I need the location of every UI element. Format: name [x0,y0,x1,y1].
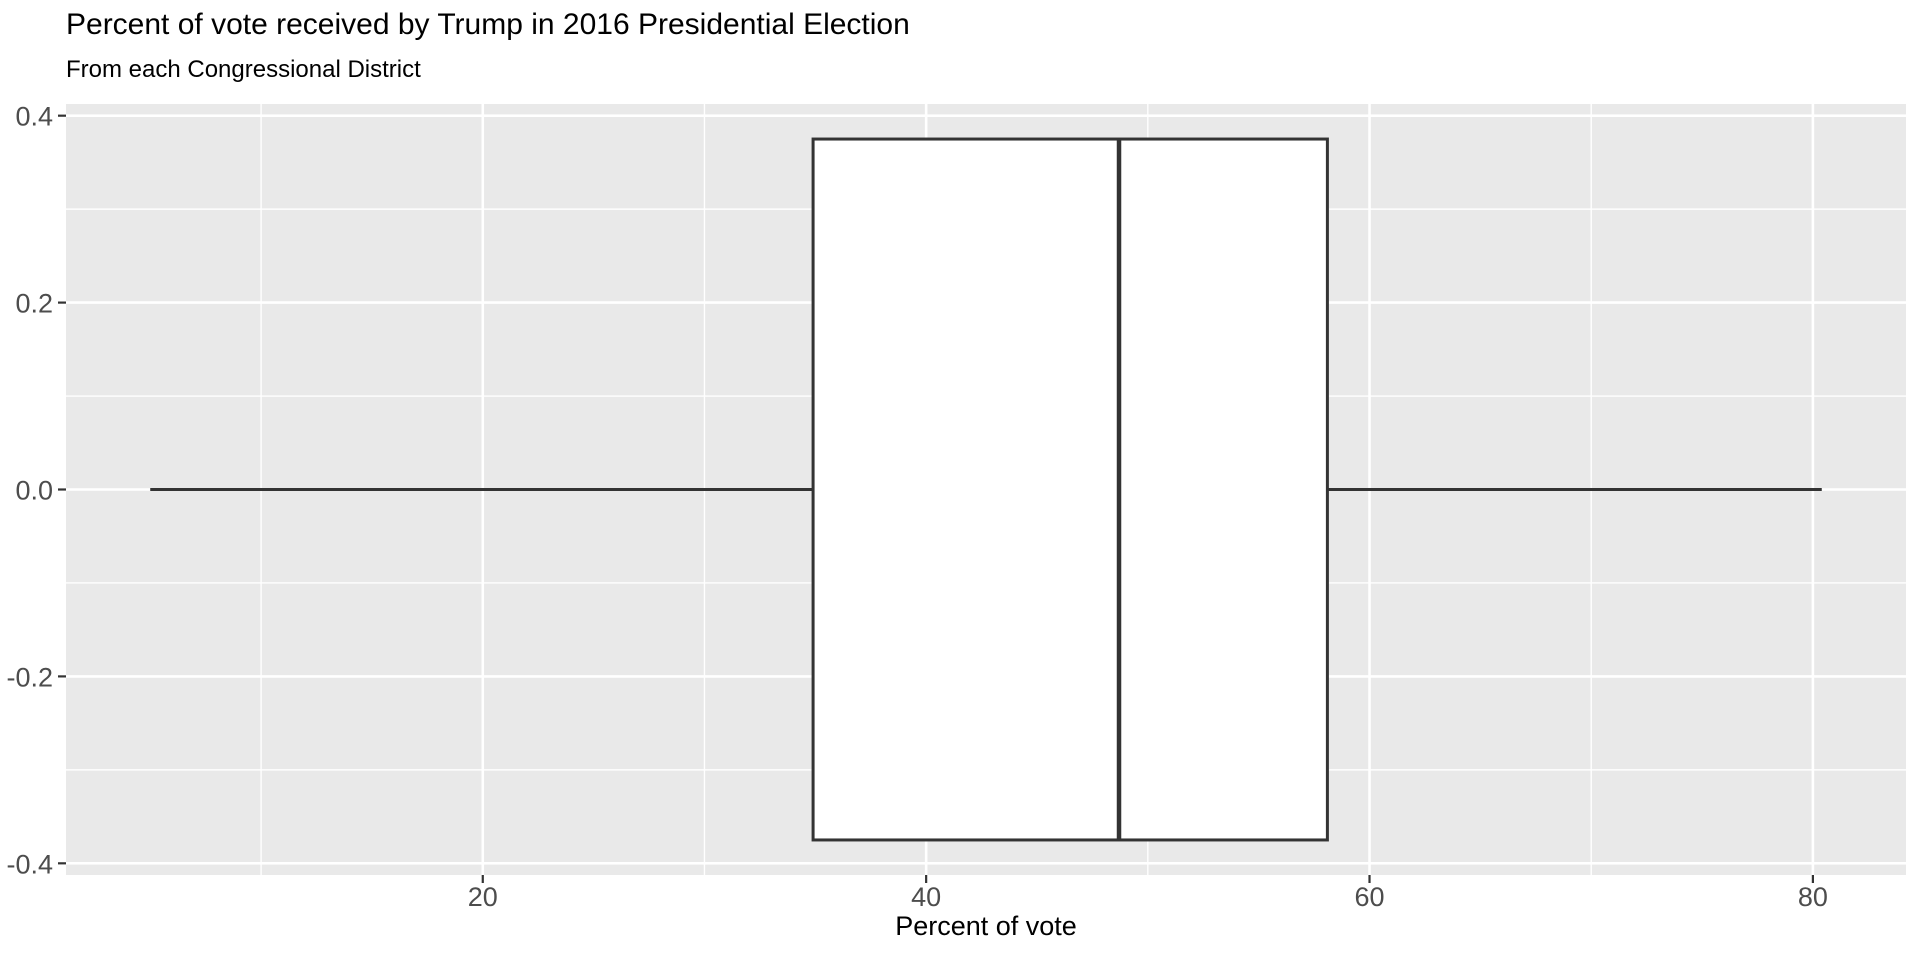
x-tick-label: 20 [468,882,498,912]
y-tick-label: 0.0 [15,476,53,506]
y-tick-label: -0.2 [6,662,53,692]
x-tick-label: 80 [1798,882,1828,912]
boxplot-box [811,137,1329,842]
y-tick-label: -0.4 [6,849,53,879]
chart-subtitle: From each Congressional District [66,56,421,83]
x-tick-label: 40 [911,882,941,912]
y-tick-label: 0.2 [15,289,53,319]
chart-title: Percent of vote received by Trump in 201… [66,8,910,41]
x-tick-label: 60 [1354,882,1384,912]
y-tick-label: 0.4 [15,102,53,132]
x-axis-title: Percent of vote [895,911,1077,941]
